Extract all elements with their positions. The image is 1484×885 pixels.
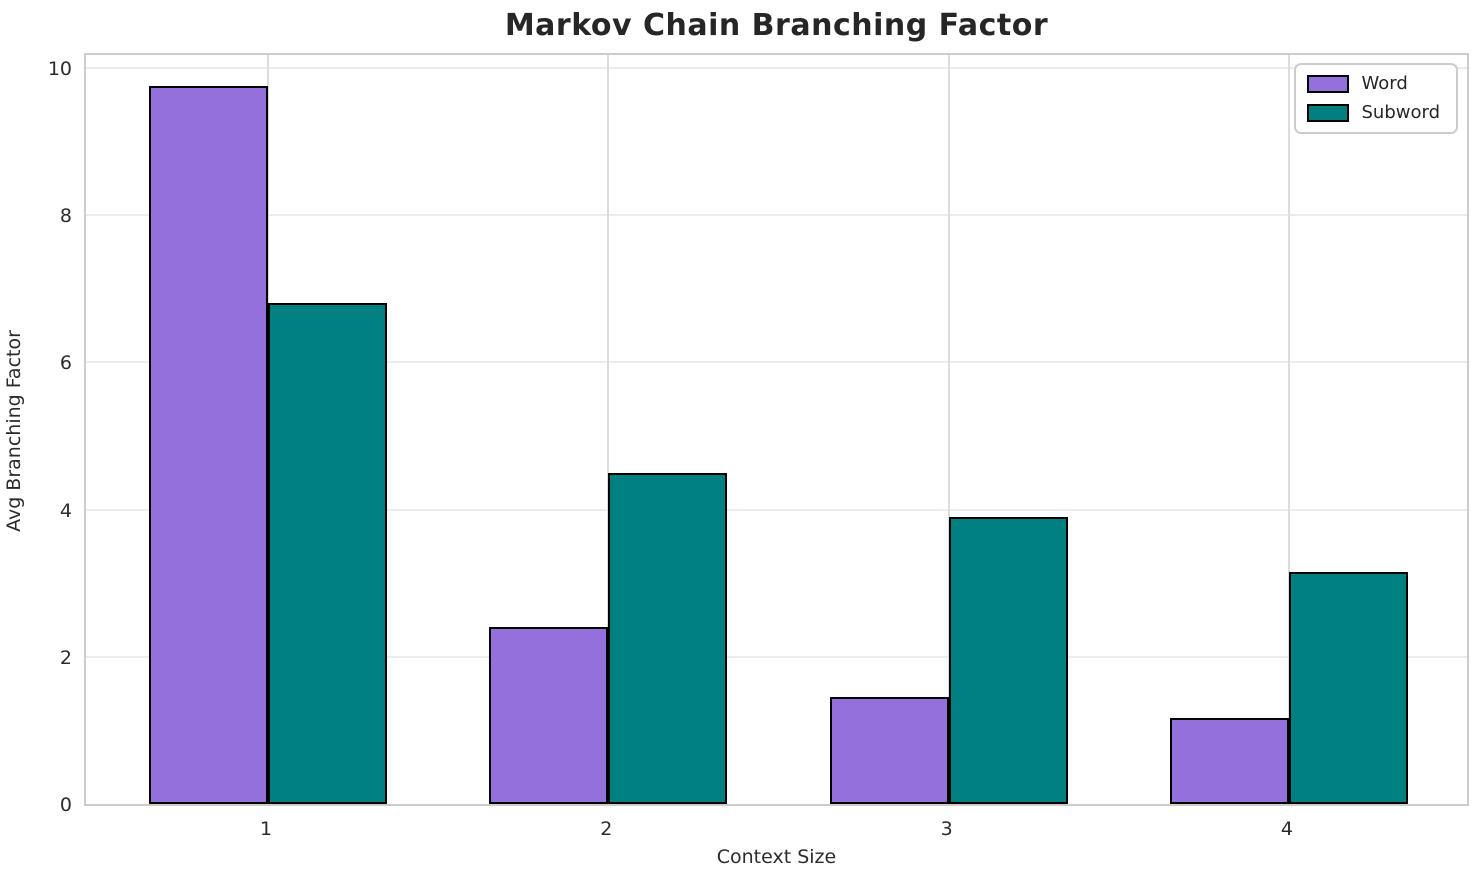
y-gridline (86, 214, 1467, 217)
x-tick-label: 3 (940, 818, 953, 840)
x-tick-label: 1 (260, 818, 273, 840)
y-axis-label: Avg Branching Factor (3, 330, 25, 532)
y-gridline (86, 655, 1467, 658)
bar-subword-3 (948, 516, 1068, 804)
y-gridline (86, 361, 1467, 364)
legend-item-subword: Subword (1307, 103, 1440, 123)
y-tick-label: 10 (47, 57, 72, 80)
y-tick-label: 8 (59, 205, 72, 228)
legend: Word Subword (1294, 63, 1458, 134)
chart-title: Markov Chain Branching Factor (504, 8, 1049, 43)
legend-item-word: Word (1307, 74, 1440, 94)
x-gridline (947, 55, 950, 804)
x-tick-label: 2 (600, 818, 613, 840)
subword-legend-swatch (1307, 104, 1350, 122)
subword-legend-label: Subword (1361, 102, 1440, 123)
bar-word-3 (829, 697, 949, 804)
x-gridline (1287, 55, 1290, 804)
word-legend-swatch (1307, 75, 1350, 93)
bar-word-1 (148, 86, 269, 804)
y-tick-label: 2 (59, 646, 72, 669)
y-gridline (86, 508, 1467, 511)
x-tick-label: 4 (1280, 818, 1293, 840)
bar-subword-4 (1288, 572, 1409, 804)
bar-word-2 (489, 627, 609, 804)
bar-subword-2 (608, 472, 728, 804)
y-tick-label: 4 (59, 499, 72, 522)
x-gridline (607, 55, 610, 804)
plot-area: Word Subword (84, 53, 1469, 806)
y-tick-label: 6 (59, 352, 72, 375)
x-axis-label: Context Size (716, 846, 837, 868)
y-tick-label: 0 (59, 794, 72, 816)
bar-subword-1 (268, 303, 388, 804)
bar-word-4 (1169, 717, 1289, 804)
y-gridline (86, 66, 1467, 69)
word-legend-label: Word (1361, 73, 1408, 94)
